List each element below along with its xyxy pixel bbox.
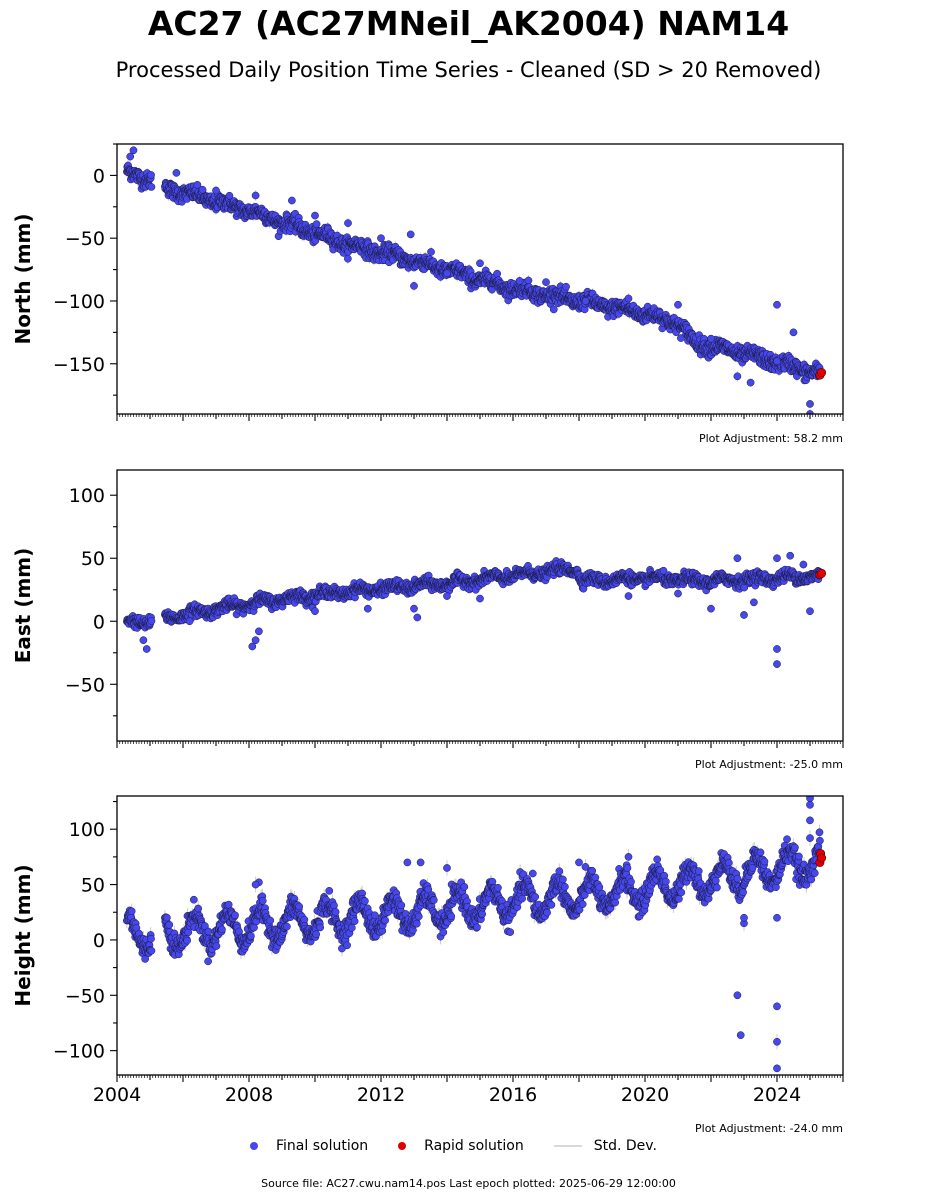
rapid-point xyxy=(817,368,827,378)
final-point xyxy=(251,636,260,645)
final-point xyxy=(288,196,296,205)
final-point xyxy=(410,604,418,613)
final-point xyxy=(126,152,135,161)
final-point xyxy=(406,230,415,239)
final-point xyxy=(773,645,781,653)
y-tick-label: −100 xyxy=(53,291,105,313)
final-point xyxy=(674,589,682,598)
final-point xyxy=(624,294,633,303)
y-tick-label: −50 xyxy=(65,228,105,250)
final-point xyxy=(147,617,156,625)
final-point xyxy=(773,554,781,563)
final-point xyxy=(476,259,484,268)
final-point xyxy=(549,305,558,314)
final-point xyxy=(733,372,742,381)
final-point xyxy=(542,278,550,286)
final-point xyxy=(773,660,781,668)
final-point xyxy=(750,598,758,607)
final-point xyxy=(786,551,795,560)
final-point xyxy=(410,282,418,290)
data-points xyxy=(123,146,827,414)
final-point xyxy=(443,592,451,600)
chart-title: AC27 (AC27MNeil_AK2004) NAM14 xyxy=(147,4,790,43)
final-point xyxy=(344,254,352,263)
final-point xyxy=(172,169,181,177)
final-point xyxy=(139,636,148,645)
final-point xyxy=(311,607,319,616)
final-point xyxy=(248,642,257,651)
final-point xyxy=(746,378,755,387)
final-point xyxy=(773,357,781,366)
final-point xyxy=(363,604,372,613)
final-point xyxy=(198,185,207,194)
final-point xyxy=(806,607,814,616)
y-tick-label: −150 xyxy=(53,354,105,376)
final-point xyxy=(413,613,422,622)
final-point xyxy=(581,297,590,305)
final-point xyxy=(251,191,260,200)
final-point xyxy=(806,400,814,408)
final-point xyxy=(212,186,220,195)
final-point xyxy=(255,627,263,636)
final-point xyxy=(493,269,502,278)
final-solution-points xyxy=(123,146,824,414)
panel-1: 0 −50 −100 −150 North (mm) Plot Adjustment: 5… xyxy=(11,143,844,445)
final-point xyxy=(147,183,156,191)
y-axis-label: North (mm) xyxy=(11,213,35,344)
final-point xyxy=(707,334,715,343)
final-point xyxy=(524,276,533,285)
data-points xyxy=(123,551,827,668)
final-point xyxy=(312,220,321,228)
final-point xyxy=(185,617,194,626)
final-point xyxy=(674,300,682,309)
final-point xyxy=(427,248,435,256)
final-point xyxy=(443,269,451,278)
final-point xyxy=(129,146,138,155)
final-point xyxy=(773,300,781,309)
rapid-point xyxy=(817,568,827,578)
final-point xyxy=(624,592,633,600)
final-point xyxy=(515,277,524,285)
rapid-solution-points xyxy=(815,368,827,380)
final-point xyxy=(789,328,798,337)
final-point xyxy=(311,211,319,220)
final-point xyxy=(147,171,155,179)
final-solution-points xyxy=(123,551,824,668)
final-point xyxy=(377,234,385,243)
final-point xyxy=(733,554,742,563)
final-point xyxy=(707,604,715,613)
y-tick-label: 0 xyxy=(93,165,105,187)
final-point xyxy=(142,645,151,653)
chart-subtitle: Processed Daily Position Time Series - C… xyxy=(115,58,822,82)
final-point xyxy=(799,560,808,569)
final-point xyxy=(344,219,352,227)
final-point xyxy=(476,594,484,603)
final-point xyxy=(562,282,570,291)
final-point xyxy=(740,611,748,619)
plot-adjustment-label: Plot Adjustment: 58.2 mm xyxy=(699,432,843,445)
